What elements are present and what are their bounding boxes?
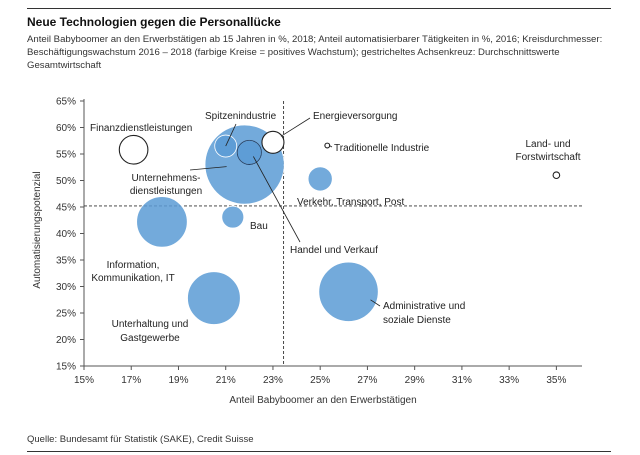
bubble-energieversorgung — [261, 130, 285, 154]
bubble-outline-handel — [236, 139, 262, 165]
bubble-label-bau: Bau — [250, 221, 268, 232]
bubble-administrative-und-soziale-dienste — [318, 261, 379, 322]
bubble-label-administrative-und-soziale-dienste: Administrative und — [383, 301, 465, 312]
x-tick-label: 25% — [310, 375, 330, 386]
y-tick-label: 55% — [56, 150, 76, 161]
chart-axes — [80, 99, 582, 370]
bubble-label-information-kommunikation-it: Kommunikation, IT — [91, 273, 174, 284]
bubble-land-und-forstwirtschaft — [552, 171, 561, 180]
y-tick-label: 25% — [56, 309, 76, 320]
bubble-label-unterhaltung-und-gastgewerbe: Gastgewerbe — [120, 333, 180, 344]
bubble-label-energieversorgung: Energieversorgung — [313, 111, 398, 122]
leader-spitzenindustrie — [225, 123, 237, 147]
leader-traditionelle-industrie — [329, 145, 333, 148]
x-tick-label: 31% — [452, 375, 472, 386]
y-tick-label: 45% — [56, 203, 76, 214]
leader-unternehmensdienstleistungen — [189, 166, 227, 171]
source-note: Quelle: Bundesamt für Statistik (SAKE), … — [27, 434, 254, 445]
x-tick-label: 15% — [74, 375, 94, 386]
x-tick-label: 29% — [405, 375, 425, 386]
bubble-label-finanzdienstleistungen: Finanzdienstleistungen — [90, 123, 192, 134]
bubble-finanzdienstleistungen — [118, 134, 149, 165]
y-tick-label: 50% — [56, 176, 76, 187]
top-rule — [27, 8, 611, 9]
y-tick-label: 40% — [56, 229, 76, 240]
bubble-label-unterhaltung-und-gastgewerbe: Unterhaltung und — [112, 319, 189, 330]
bubble-finanzdienstleistungen-2 — [136, 196, 188, 248]
bubble-label-unternehmensdienstleistungen: Unternehmens- — [132, 173, 201, 184]
bubble-label-land-und-forstwirtschaft: Forstwirtschaft — [515, 152, 580, 163]
bubble-label-handel-und-verkauf: Handel und Verkauf — [290, 245, 378, 256]
tick-labels: 15% 20% 25% 30% 35% 40% 45% 50% 55% 60% 65% 15% 17% 1… — [56, 97, 567, 387]
x-tick-label: 27% — [357, 375, 377, 386]
x-axis-title: Anteil Babyboomer an den Erwerbstätigen — [229, 395, 416, 406]
y-tick-label: 60% — [56, 123, 76, 134]
bubble-label-verkehr-transport-post: Verkehr, Transport, Post — [297, 197, 404, 208]
leader-energieversorgung — [280, 117, 311, 137]
bubble-verkehr-transport-post — [307, 166, 333, 192]
bubble-label-traditionelle-industrie: Traditionelle Industrie — [334, 143, 430, 154]
leader-administrative — [370, 299, 381, 307]
chart-subtitle: Anteil Babyboomer an den Erwerbstätigen … — [27, 34, 603, 71]
y-tick-label: 65% — [56, 97, 76, 108]
x-tick-label: 21% — [216, 375, 236, 386]
y-axis-title: Automatisierungspotenzial — [32, 171, 43, 288]
bubble-label-administrative-und-soziale-dienste: soziale Dienste — [383, 315, 451, 326]
y-tick-label: 35% — [56, 256, 76, 267]
bubble-label-information-kommunikation-it: Information, — [107, 260, 160, 271]
bottom-rule — [27, 451, 611, 452]
x-tick-label: 23% — [263, 375, 283, 386]
bubble-label-unternehmensdienstleistungen: dienstleistungen — [130, 186, 202, 197]
y-tick-label: 15% — [56, 362, 76, 373]
bubble-label-land-und-forstwirtschaft: Land- und — [525, 139, 570, 150]
y-tick-label: 30% — [56, 282, 76, 293]
x-tick-label: 33% — [499, 375, 519, 386]
bubble-bau — [221, 205, 245, 229]
y-tick-label: 20% — [56, 335, 76, 346]
x-tick-label: 35% — [546, 375, 566, 386]
bubble-labels: Finanzdienstleistungen Spitzenindustrie En… — [90, 111, 581, 344]
chart-title: Neue Technologien gegen die Personallück… — [27, 15, 281, 29]
leader-handel-und-verkauf — [252, 156, 301, 243]
x-tick-label: 19% — [168, 375, 188, 386]
bubble-label-spitzenindustrie: Spitzenindustrie — [205, 111, 277, 122]
bubbles — [118, 124, 561, 325]
bubble-information-kommunikation-it — [187, 271, 241, 325]
x-tick-label: 17% — [121, 375, 141, 386]
bubble-traditionelle-industrie — [324, 142, 331, 149]
